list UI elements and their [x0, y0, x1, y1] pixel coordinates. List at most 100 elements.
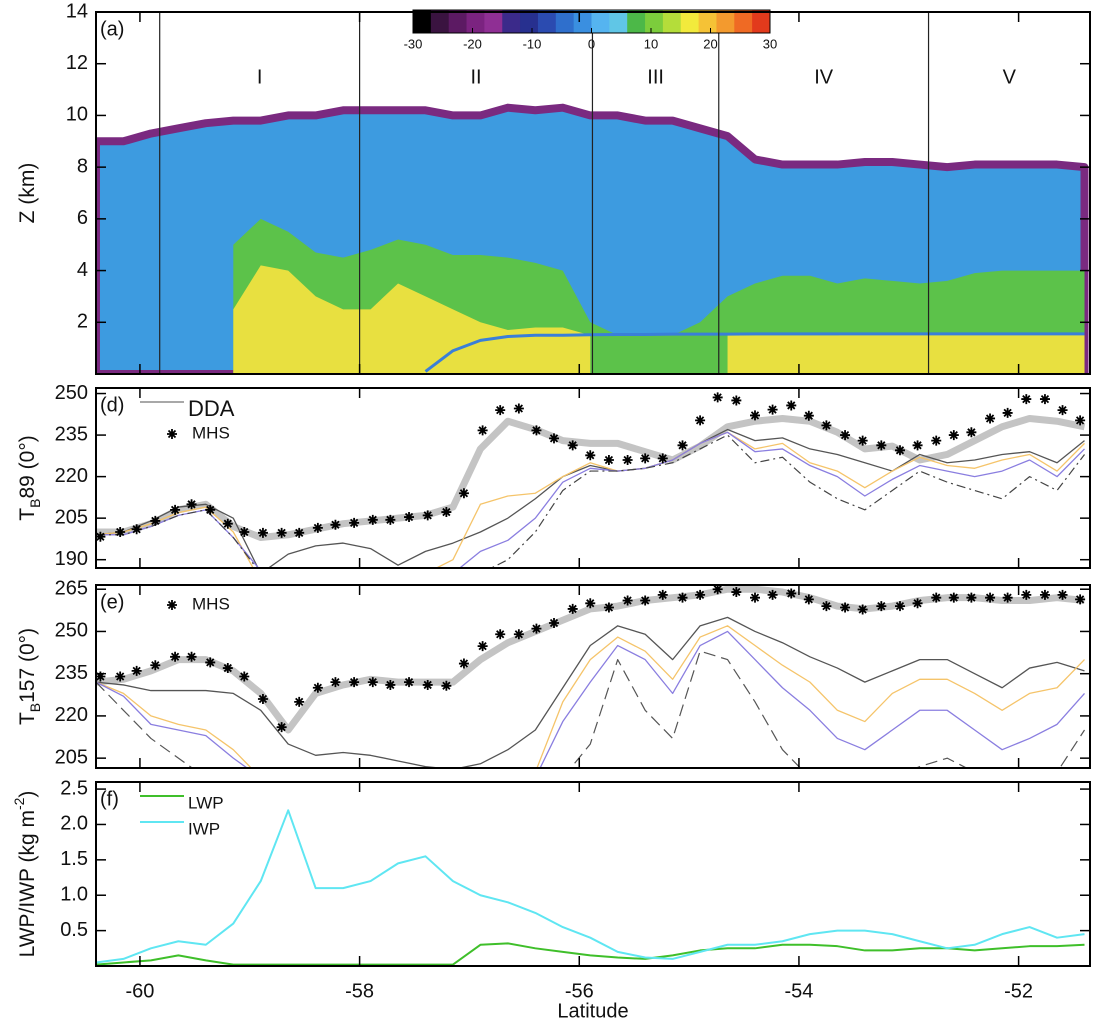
y-tick-label: 0.5	[60, 919, 88, 941]
star-marker	[712, 585, 723, 595]
colorbar-swatch	[466, 10, 485, 33]
star-marker	[585, 598, 596, 609]
y-tick-label: 250	[55, 382, 88, 404]
star-marker	[803, 410, 814, 421]
star-marker	[115, 527, 126, 537]
star-marker	[477, 641, 488, 652]
star-marker	[622, 455, 633, 465]
star-marker	[312, 682, 323, 693]
y-tick-label: 4	[77, 259, 88, 281]
colorbar-swatch	[734, 10, 753, 33]
y-tick-label: 14	[66, 0, 88, 22]
star-marker	[495, 405, 506, 416]
star-marker	[422, 679, 433, 690]
area	[233, 265, 1085, 374]
colorbar-swatch	[573, 10, 592, 33]
star-marker	[857, 604, 868, 615]
star-marker	[349, 677, 360, 688]
star-marker	[96, 531, 106, 542]
star-marker	[239, 671, 250, 682]
x-tick-label: -54	[784, 980, 813, 1002]
star-marker	[603, 602, 614, 613]
star-marker	[840, 602, 851, 613]
star-marker	[622, 595, 633, 606]
star-marker	[549, 433, 560, 444]
y-axis-label-part: LWP/IWP (kg m	[16, 810, 39, 957]
star-marker	[170, 651, 181, 662]
line	[424, 332, 1085, 373]
star-marker	[985, 413, 996, 424]
legend-label: IWP	[188, 819, 220, 838]
star-marker	[531, 623, 542, 634]
star-marker	[857, 435, 868, 446]
star-marker	[695, 415, 706, 426]
star-marker	[294, 527, 305, 538]
colorbar-tick-label: -30	[404, 36, 423, 51]
colorbar-tick-label: -10	[523, 36, 542, 51]
star-marker	[186, 651, 197, 662]
star-marker	[876, 601, 887, 612]
star-marker	[567, 603, 578, 614]
star-marker	[1039, 589, 1050, 600]
star-marker	[894, 445, 905, 456]
star-marker	[131, 524, 142, 535]
star-marker	[96, 671, 106, 682]
legend-label: DDA	[188, 396, 235, 421]
colorbar-swatch	[698, 10, 717, 33]
colorbar-swatch	[448, 10, 468, 33]
colorbar-swatch	[520, 10, 539, 33]
plot-area	[96, 809, 1085, 966]
panel-label: (e)	[100, 591, 124, 613]
legend-marker	[167, 429, 177, 439]
y-tick-label: 235	[55, 662, 88, 684]
y-tick-label: 250	[55, 620, 88, 642]
star-marker	[948, 592, 959, 603]
star-marker	[257, 527, 268, 538]
x-tick-label: -58	[345, 980, 374, 1002]
colorbar-swatch	[555, 10, 575, 33]
star-marker	[695, 589, 706, 600]
star-marker	[931, 592, 942, 603]
star-marker	[222, 663, 233, 674]
line	[96, 428, 1085, 568]
x-tick-label: -52	[1004, 980, 1033, 1002]
colorbar-swatch	[645, 10, 664, 33]
plot-frame	[95, 387, 1091, 569]
legend-label: MHS	[192, 423, 230, 442]
line	[96, 616, 1085, 768]
x-tick-label: -56	[565, 980, 594, 1002]
star-marker	[458, 488, 469, 499]
star-marker	[385, 679, 396, 690]
colorbar-swatch	[627, 10, 646, 33]
star-marker	[477, 425, 488, 436]
star-marker	[912, 440, 923, 451]
plot-area	[96, 392, 1086, 568]
y-tick-label: 235	[55, 423, 88, 445]
y-tick-label: 205	[55, 746, 88, 768]
region-label: III	[647, 66, 664, 88]
y-axis-label-part: 89 (0°)	[16, 435, 39, 498]
line	[96, 434, 1085, 568]
colorbar-swatch	[716, 10, 735, 33]
star-marker	[640, 595, 651, 606]
star-marker	[349, 517, 360, 528]
line	[96, 625, 1085, 768]
star-marker	[531, 425, 542, 436]
colorbar-swatch	[662, 10, 682, 33]
star-marker	[404, 512, 415, 523]
star-marker	[657, 453, 668, 464]
star-marker	[422, 510, 433, 521]
panel-label: (f)	[100, 788, 119, 810]
star-marker	[821, 601, 832, 612]
star-marker	[786, 400, 797, 411]
star-marker	[985, 592, 996, 603]
y-tick-label: 1.0	[60, 884, 88, 906]
star-marker	[150, 660, 161, 671]
star-marker	[1002, 592, 1013, 603]
star-marker	[750, 410, 761, 421]
star-marker	[205, 657, 216, 668]
y-axis-label-part: Z (km)	[16, 163, 39, 224]
star-marker	[821, 420, 832, 431]
